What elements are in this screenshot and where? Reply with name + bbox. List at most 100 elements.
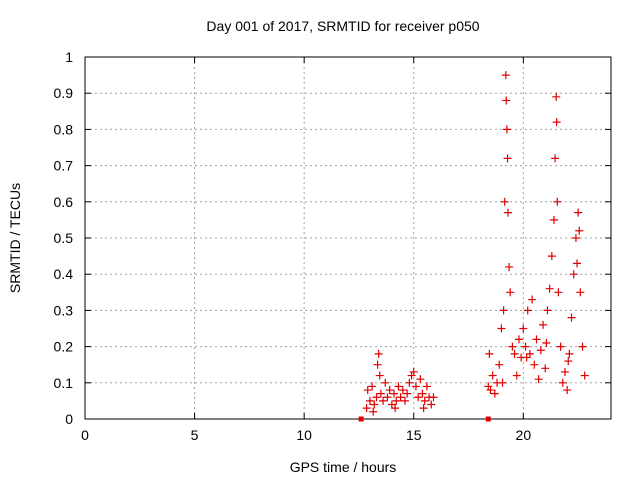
data-point (569, 270, 578, 279)
data-point (534, 375, 543, 384)
data-point (420, 396, 429, 405)
data-point (514, 335, 523, 344)
data-point (553, 197, 562, 206)
y-tick-label: 0.8 (54, 121, 74, 137)
y-tick-label: 0.6 (54, 194, 74, 210)
grid (85, 57, 611, 419)
data-point (571, 234, 580, 242)
y-tick-label: 0.1 (54, 375, 74, 391)
data-point (575, 226, 584, 235)
data-point (550, 215, 559, 224)
data-point (396, 393, 405, 402)
data-point (539, 320, 548, 329)
data-point (403, 389, 412, 398)
data-point (427, 400, 436, 409)
data-point (409, 367, 418, 376)
y-tick-label: 0.5 (54, 230, 74, 246)
data-point (543, 306, 552, 315)
data-point (502, 96, 511, 105)
data-point (387, 400, 396, 409)
data-point (547, 252, 556, 261)
data-point (503, 154, 512, 163)
data-point (560, 367, 569, 376)
data-point (523, 306, 532, 315)
x-axis-label: GPS time / hours (290, 459, 397, 475)
data-point (485, 349, 494, 358)
data-point (418, 389, 427, 398)
data-point (392, 396, 401, 405)
data-point (372, 393, 381, 402)
data-point (510, 349, 519, 358)
y-axis-label: SRMTID / TECUs (7, 183, 23, 293)
data-point (362, 404, 371, 413)
data-point (505, 262, 514, 271)
x-tick-label: 10 (296, 427, 312, 443)
data-point (411, 382, 420, 391)
data-point (365, 396, 374, 405)
data-point (419, 404, 428, 413)
data-point (551, 154, 560, 163)
data-point (414, 393, 423, 402)
data-point-square (358, 416, 364, 422)
data-point (368, 382, 377, 391)
y-tick-label: 0.4 (54, 266, 74, 282)
data-point (373, 360, 382, 369)
data-point (363, 386, 372, 395)
data-point (374, 349, 383, 358)
data-point (376, 389, 385, 398)
data-point (490, 389, 499, 398)
data-point (498, 378, 507, 387)
data-point (499, 306, 508, 315)
data-point (552, 118, 561, 127)
x-axis: 0 5 10 15 20 (81, 57, 531, 443)
y-tick-label: 0 (65, 411, 73, 427)
y-tick-label: 0.9 (54, 85, 74, 101)
data-point (519, 324, 528, 333)
data-point (429, 393, 438, 402)
data-point (503, 208, 512, 217)
data-point (522, 353, 531, 362)
data-point (512, 371, 521, 380)
y-tick-label: 1 (65, 49, 73, 65)
data-point (558, 378, 567, 387)
data-point (573, 259, 582, 268)
x-tick-label: 0 (81, 427, 89, 443)
data-point (391, 404, 400, 413)
data-point (495, 360, 504, 369)
data-point (488, 371, 497, 380)
data-point (385, 386, 394, 395)
data-point (541, 364, 550, 373)
x-tick-label: 20 (516, 427, 532, 443)
data-point (576, 288, 585, 297)
data-point (398, 386, 407, 395)
data-point (564, 357, 573, 366)
data-point (580, 371, 589, 380)
data-point (530, 360, 539, 369)
y-tick-label: 0.3 (54, 302, 74, 318)
data-point (578, 342, 587, 351)
data-point (370, 400, 379, 409)
data-point (532, 335, 541, 344)
data-point (536, 346, 545, 355)
data-point (508, 342, 517, 351)
y-tick-label: 0.7 (54, 158, 74, 174)
y-axis: 0 0.1 0.2 0.3 0.4 0.5 0.6 0.7 0.8 0.9 1 (54, 49, 611, 427)
data-point (405, 378, 414, 387)
data-point (381, 378, 390, 387)
data-point (565, 349, 574, 358)
data-point (383, 393, 392, 402)
x-tick-label: 15 (406, 427, 422, 443)
data-point (554, 288, 563, 297)
data-point (502, 125, 511, 134)
data-point (390, 389, 399, 398)
data-point (563, 386, 572, 395)
data-point (500, 197, 509, 206)
data-point (567, 313, 576, 322)
data-point (545, 284, 554, 293)
x-tick-label: 5 (191, 427, 199, 443)
data-point (501, 71, 510, 80)
data-point (556, 342, 565, 351)
data-point (506, 288, 515, 297)
chart-title: Day 001 of 2017, SRMTID for receiver p05… (206, 18, 479, 34)
data-point (484, 382, 493, 391)
